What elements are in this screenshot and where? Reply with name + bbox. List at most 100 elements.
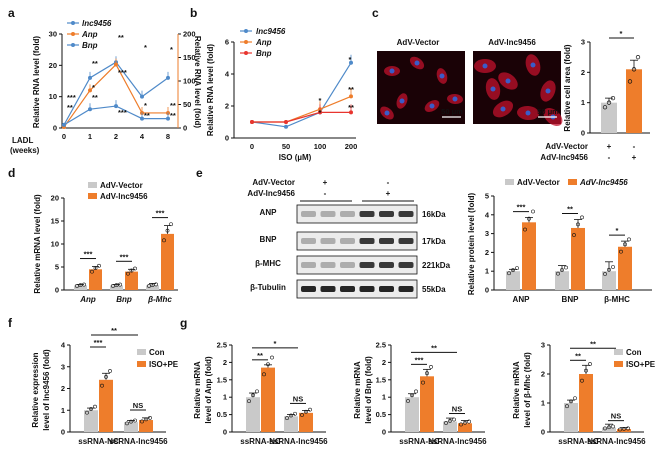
d-point-1-1-1 xyxy=(129,268,134,273)
b-point-lnc9456-1 xyxy=(284,124,288,129)
c-image1-nucleus-4 xyxy=(429,103,435,109)
c-tick-label-3: 3 xyxy=(581,38,585,47)
g1-tick-label-0: 0 xyxy=(223,428,227,437)
e-kda-2: 221kDa xyxy=(422,261,451,270)
e-blot-band-3-1 xyxy=(320,286,336,292)
g3-bar-0-0 xyxy=(564,403,578,432)
c-row1-label: AdV-Vector xyxy=(545,142,588,151)
c-image2-nucleus-5 xyxy=(525,110,531,116)
g1-point-0-0-1 xyxy=(251,393,255,398)
d-point-0-0-1 xyxy=(78,283,83,288)
e-point-0-0-1 xyxy=(511,268,515,273)
b-x-tick-label-2: 100 xyxy=(314,142,327,151)
g2-sig-2: ** xyxy=(431,343,437,352)
e-band-label-1: BNP xyxy=(260,235,278,244)
e-blot-band-0-4 xyxy=(379,211,394,217)
a-series-line-Bnp xyxy=(63,105,168,126)
b-annotation-1: * xyxy=(319,96,322,105)
c-ylabel: Relative cell area (fold) xyxy=(563,44,572,131)
f-bar-1-1 xyxy=(139,420,153,432)
f-legend-label-0: Con xyxy=(149,348,165,357)
panel-label-a: a xyxy=(8,6,15,20)
b-xlabel: ISO (µM) xyxy=(279,153,312,162)
g2-point-1-0-1 xyxy=(448,418,452,423)
e-point-1-0-2 xyxy=(564,265,568,270)
a-right-tick-label-3: 150 xyxy=(183,53,196,62)
d-tick-label-2: 10 xyxy=(51,240,59,249)
a-legend-marker-1 xyxy=(71,32,75,36)
panel-label-d: d xyxy=(8,166,15,180)
e-blot-band-0-3 xyxy=(359,211,375,217)
b-tick-label-1: 2 xyxy=(225,102,229,111)
f-point-1-0-1 xyxy=(129,419,133,424)
c-sig: * xyxy=(620,29,623,38)
e-blot-band-3-0 xyxy=(301,286,316,292)
g2-point-0-0-1 xyxy=(410,393,414,398)
e-point-0-1-2 xyxy=(531,209,535,214)
e-x-label-2: β-MHC xyxy=(604,295,630,304)
e-blot-band-1-1 xyxy=(320,238,336,244)
e-bar-2-1 xyxy=(618,246,632,290)
d-point-2-1-1 xyxy=(165,228,170,233)
g-legend-swatch-1 xyxy=(614,361,623,367)
d-point-0-0-2 xyxy=(82,282,86,287)
c-point-0-1 xyxy=(606,100,612,105)
f-point-0-1-2 xyxy=(108,369,112,373)
e-point-1-1-1 xyxy=(576,222,580,227)
f-sig-0: *** xyxy=(94,338,103,347)
e-blot-band-2-1 xyxy=(320,262,336,268)
a-xlabel: LADL xyxy=(12,136,33,145)
e-blot-band-3-4 xyxy=(379,286,394,292)
e-blot-band-2-5 xyxy=(398,262,414,268)
e-tick-label-0: 0 xyxy=(485,286,489,295)
d-tick-label-3: 15 xyxy=(51,217,59,226)
f-point-0-0-0 xyxy=(85,410,89,415)
g2-point-0-1-2 xyxy=(429,365,433,369)
g1-tick-label-5: 2.5 xyxy=(217,341,227,350)
g1-x-label-0: ssRNA-NC xyxy=(240,437,281,446)
e-tick-label-2: 2 xyxy=(485,248,489,257)
g3-x-label-1: ssRNA-lnc9456 xyxy=(587,437,646,446)
e-point-0-1-0 xyxy=(523,227,527,232)
g2-bar-0-0 xyxy=(405,397,419,432)
d-ylabel: Relative mRNA level (fold) xyxy=(33,194,42,294)
e-bar-0-0 xyxy=(506,271,520,290)
d-bar-1-0 xyxy=(110,285,123,290)
e-band-label-3: β-Tubulin xyxy=(250,283,286,292)
d-point-0-1-1 xyxy=(93,266,98,271)
panel-label-c: c xyxy=(372,6,379,20)
g3-tick-label-1: 1 xyxy=(541,399,545,408)
a-x-tick-label-1: 1 xyxy=(88,132,92,141)
c-row2-label: AdV-lnc9456 xyxy=(540,153,588,162)
d-bar-2-1 xyxy=(161,233,174,290)
e-bar-2-0 xyxy=(602,271,616,290)
f-bar-0-1 xyxy=(99,379,113,432)
e-legend-swatch-0 xyxy=(505,179,514,185)
e-row2-mark-1: + xyxy=(386,189,391,198)
e-sig-2: * xyxy=(616,226,619,235)
b-annotation-3: ** xyxy=(348,85,354,94)
g1-bar-0-1 xyxy=(261,367,275,432)
c-point-1-1 xyxy=(631,67,637,72)
a-left-tick-label-3: 30 xyxy=(49,30,57,39)
a-left-tick-label-0: 0 xyxy=(53,124,57,133)
a-legend-marker-2 xyxy=(71,43,75,47)
a-annotation-2: * xyxy=(144,43,147,52)
e-point-0-0-0 xyxy=(507,271,511,276)
d-tick-label-4: 20 xyxy=(51,194,59,203)
a-left-tick-label-1: 10 xyxy=(49,92,57,101)
b-legend-marker-0 xyxy=(244,29,248,33)
g1-point-0-1-2 xyxy=(270,355,274,360)
e-sig-1: ** xyxy=(567,205,573,214)
b-legend-label-0: lnc9456 xyxy=(256,27,286,36)
a-annotation-12: *** xyxy=(67,93,76,102)
a-annotation-11: ** xyxy=(170,111,176,120)
b-annotation-2: * xyxy=(319,108,322,117)
c-image2-nucleus-2 xyxy=(530,62,536,68)
g2-tick-label-5: 2.5 xyxy=(376,341,386,350)
c-image1-nucleus-1 xyxy=(414,60,420,66)
e-row2-mark-0: - xyxy=(324,189,327,198)
a-annotation-4: * xyxy=(92,83,95,92)
c-row2-mark-1: + xyxy=(632,153,637,162)
f-legend-swatch-0 xyxy=(137,349,146,355)
